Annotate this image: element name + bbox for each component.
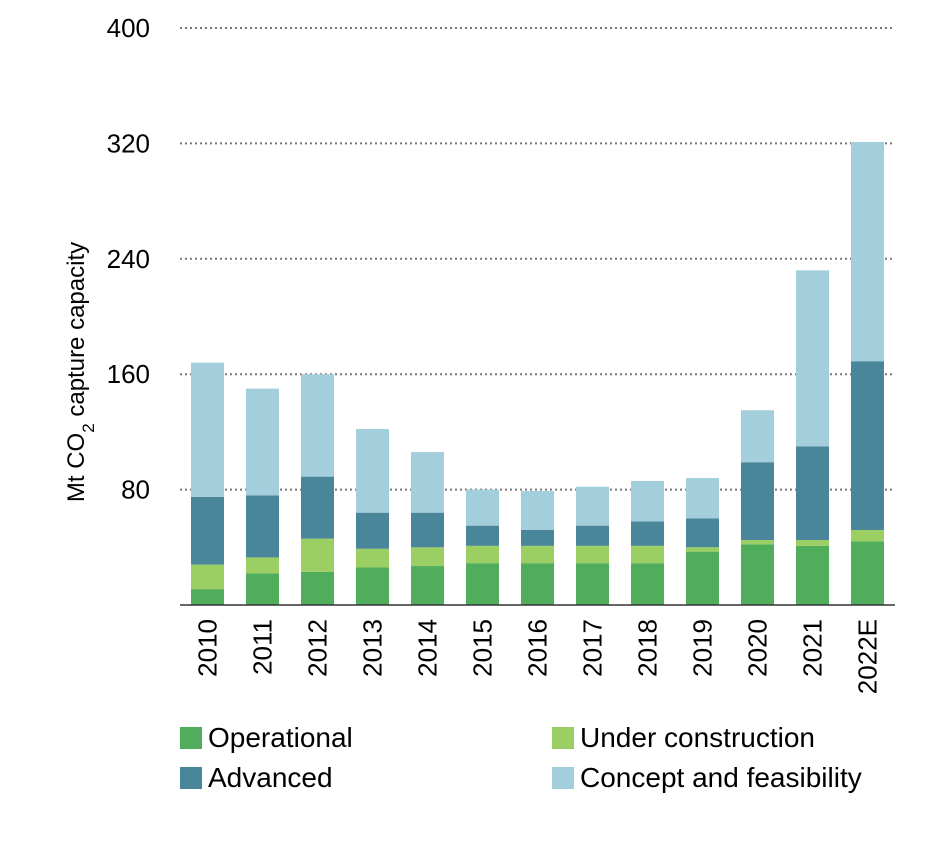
- x-tick-label-2018: 2018: [633, 619, 663, 677]
- legend-swatch-concept-and-feasibility: [552, 767, 574, 789]
- y-axis-title: Mt CO2 capture capacity: [63, 242, 98, 502]
- bar-2019-advanced: [686, 518, 719, 548]
- bar-2010-advanced: [191, 496, 224, 565]
- bar-2016-advanced: [521, 529, 554, 546]
- x-axis-ticks: 2010 2011 2012 2013 2014 2015 2016 2017 2018 2019…: [193, 619, 883, 694]
- bar-2014-under-construction: [411, 547, 444, 567]
- bar-2013-under-construction: [356, 548, 389, 568]
- bar-2021-operational: [796, 545, 829, 605]
- bar-2020-under-construction: [741, 540, 774, 545]
- bar-2013-operational: [356, 567, 389, 605]
- bar-2015-concept-and-feasibility: [466, 489, 499, 526]
- bar-2011-under-construction: [246, 557, 279, 574]
- bar-2017-under-construction: [576, 545, 609, 564]
- bar-2020-concept-and-feasibility: [741, 410, 774, 463]
- legend-item-advanced: Advanced: [180, 762, 333, 794]
- legend-label-under-construction: Under construction: [580, 722, 816, 753]
- bar-2011-operational: [246, 573, 279, 605]
- bar-2022E-advanced: [851, 361, 884, 530]
- bar-2018-advanced: [631, 521, 664, 546]
- x-tick-label-2020: 2020: [743, 619, 773, 677]
- bar-2021-under-construction: [796, 540, 829, 546]
- x-tick-label-2011: 2011: [248, 619, 278, 675]
- y-tick-label-240: 240: [107, 244, 150, 274]
- bar-2016-concept-and-feasibility: [521, 491, 554, 530]
- bar-2012-operational: [301, 571, 334, 605]
- x-tick-label-2013: 2013: [358, 619, 388, 677]
- bar-2010-under-construction: [191, 564, 224, 590]
- x-tick-label-2021: 2021: [798, 619, 828, 677]
- gridlines: [180, 27, 895, 491]
- y-axis-title-rest: capture capacity: [63, 242, 90, 423]
- bar-2019-operational: [686, 551, 719, 605]
- y-axis-title-main: Mt CO: [63, 433, 90, 502]
- legend-swatch-advanced: [180, 767, 202, 789]
- bar-2016-operational: [521, 563, 554, 605]
- bar-2014-advanced: [411, 512, 444, 548]
- bar-2021-concept-and-feasibility: [796, 270, 829, 447]
- legend-item-operational: Operational: [180, 722, 353, 754]
- bar-2010-operational: [191, 589, 224, 605]
- y-axis-title-subscript: 2: [79, 423, 98, 432]
- x-tick-label-2010: 2010: [193, 619, 223, 677]
- bar-2014-concept-and-feasibility: [411, 452, 444, 513]
- legend-swatch-operational: [180, 727, 202, 749]
- bar-2021-advanced: [796, 446, 829, 541]
- legend-label-advanced: Advanced: [208, 762, 333, 793]
- bar-2022E-concept-and-feasibility: [851, 141, 884, 362]
- bar-2020-advanced: [741, 462, 774, 541]
- bar-2016-under-construction: [521, 545, 554, 564]
- x-tick-label-2019: 2019: [688, 619, 718, 677]
- bar-2018-operational: [631, 563, 664, 605]
- bars: [191, 141, 884, 605]
- legend-label-operational: Operational: [208, 722, 353, 753]
- bar-2011-advanced: [246, 495, 279, 558]
- legend-item-under-construction: Under construction: [552, 722, 815, 754]
- bar-2019-concept-and-feasibility: [686, 478, 719, 519]
- y-tick-label-160: 160: [107, 359, 150, 389]
- bar-2019-under-construction: [686, 547, 719, 552]
- bar-2010-concept-and-feasibility: [191, 362, 224, 497]
- x-tick-label-2022E: 2022E: [853, 619, 883, 694]
- x-tick-label-2012: 2012: [303, 619, 333, 677]
- y-tick-label-400: 400: [107, 13, 150, 43]
- bar-2018-under-construction: [631, 545, 664, 564]
- bar-2017-operational: [576, 563, 609, 605]
- y-tick-label-80: 80: [121, 475, 150, 505]
- bar-2014-operational: [411, 566, 444, 605]
- bar-2022E-operational: [851, 541, 884, 605]
- bar-2011-concept-and-feasibility: [246, 388, 279, 496]
- legend-swatch-under-construction: [552, 727, 574, 749]
- bar-2012-under-construction: [301, 538, 334, 572]
- y-axis-ticks: 80 160 240 320 400: [107, 13, 150, 505]
- x-tick-label-2017: 2017: [578, 619, 608, 677]
- x-tick-label-2015: 2015: [468, 619, 498, 677]
- y-tick-label-320: 320: [107, 128, 150, 158]
- bar-2012-advanced: [301, 476, 334, 539]
- bar-2020-operational: [741, 544, 774, 605]
- x-tick-label-2016: 2016: [523, 619, 553, 677]
- x-tick-label-2014: 2014: [413, 619, 443, 677]
- bar-2013-advanced: [356, 512, 389, 549]
- legend-item-concept-and-feasibility: Concept and feasibility: [552, 762, 862, 794]
- bar-2017-concept-and-feasibility: [576, 486, 609, 526]
- bar-2013-concept-and-feasibility: [356, 429, 389, 513]
- bar-2015-operational: [466, 563, 499, 605]
- bar-2017-advanced: [576, 525, 609, 546]
- bar-2022E-under-construction: [851, 529, 884, 542]
- legend-label-concept-and-feasibility: Concept and feasibility: [580, 762, 862, 793]
- bar-2015-under-construction: [466, 545, 499, 564]
- bar-2012-concept-and-feasibility: [301, 374, 334, 477]
- bar-2018-concept-and-feasibility: [631, 480, 664, 522]
- bar-2015-advanced: [466, 525, 499, 546]
